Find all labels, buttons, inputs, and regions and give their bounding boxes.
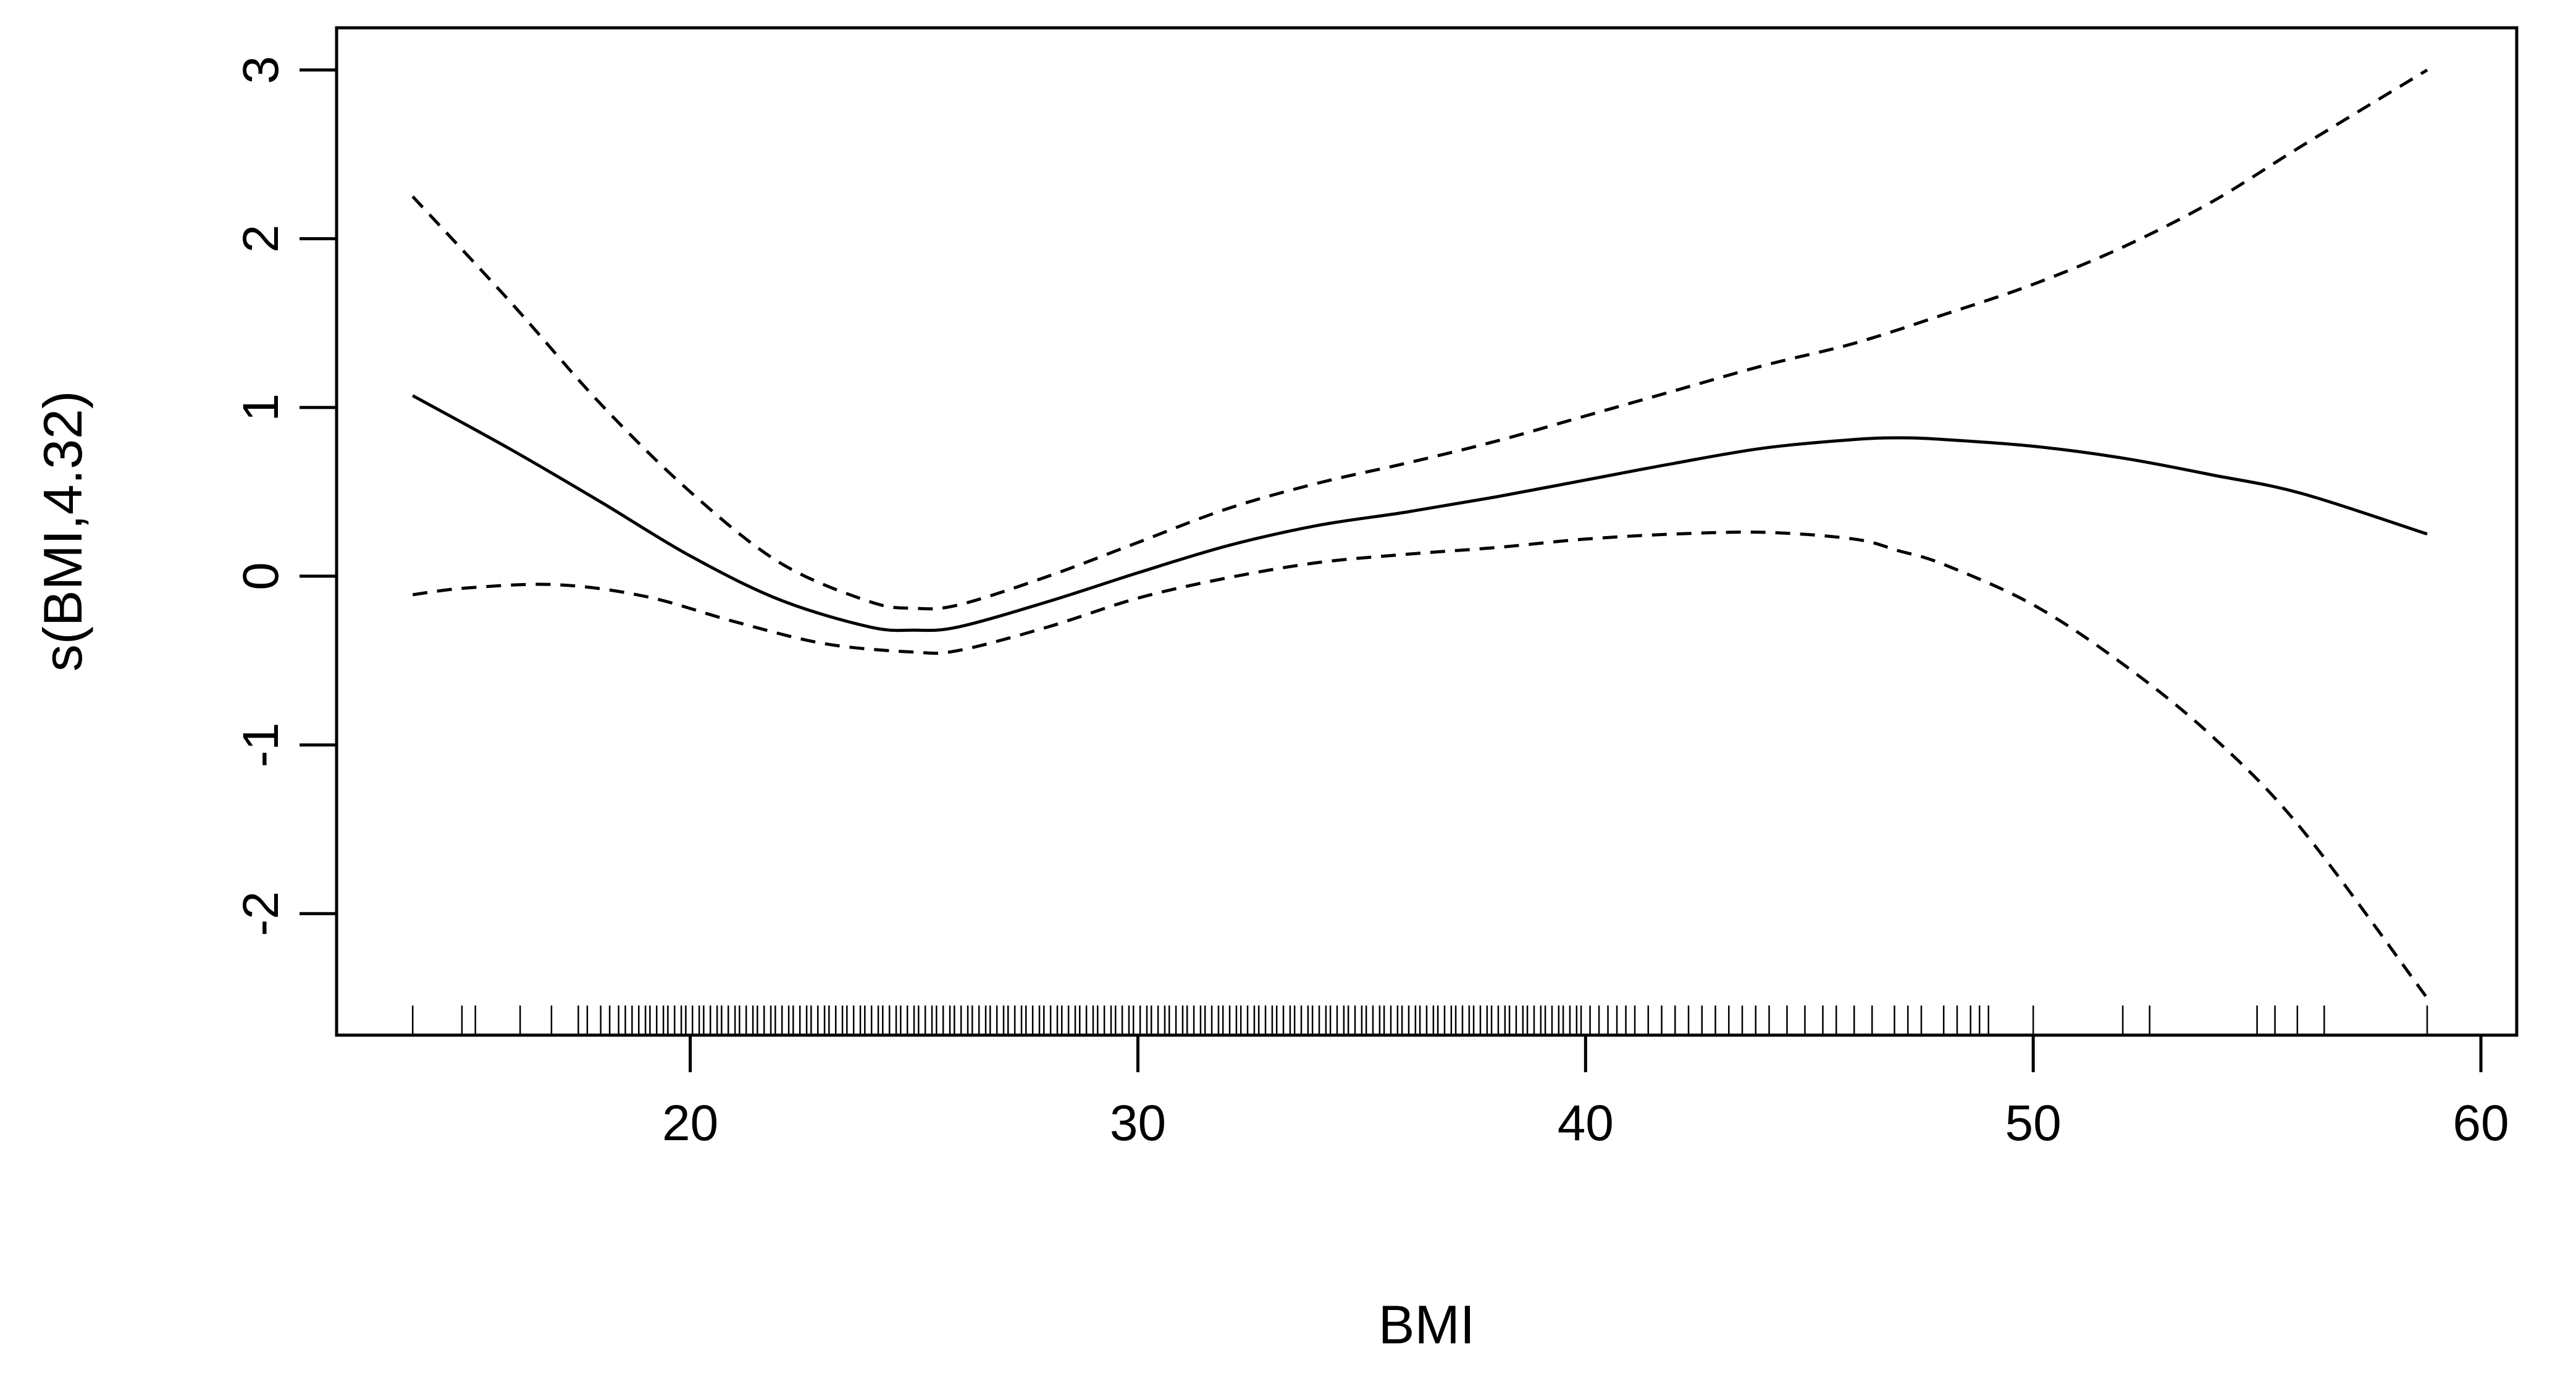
- x-tick-label: 40: [1558, 1095, 1614, 1151]
- confidence-band-upper-line: [411, 69, 2428, 611]
- y-tick-label: 0: [233, 562, 289, 590]
- plot-frame: [335, 26, 2519, 1037]
- y-tick-label: 3: [233, 56, 289, 84]
- x-tick-label: 20: [662, 1095, 718, 1151]
- x-tick-label: 60: [2452, 1095, 2509, 1151]
- y-axis: -2 -1 0 1 2 3: [233, 56, 337, 936]
- confidence-band-lower-line: [412, 530, 2429, 999]
- rug-marks: [411, 1006, 2428, 1035]
- x-tick-label: 30: [1110, 1095, 1166, 1151]
- y-tick-label: 1: [233, 393, 289, 422]
- y-tick-label: 2: [233, 225, 289, 253]
- y-axis-title: s(BMI,4.32): [32, 391, 93, 672]
- y-tick-label: -1: [233, 723, 289, 768]
- x-axis: 20 30 40 50 60: [662, 1035, 2509, 1151]
- curves: [411, 69, 2429, 999]
- smooth-estimate-line: [412, 394, 2428, 632]
- x-tick-label: 50: [2005, 1095, 2062, 1151]
- y-tick-label: -2: [233, 891, 289, 936]
- x-axis-title: BMI: [1378, 1294, 1475, 1355]
